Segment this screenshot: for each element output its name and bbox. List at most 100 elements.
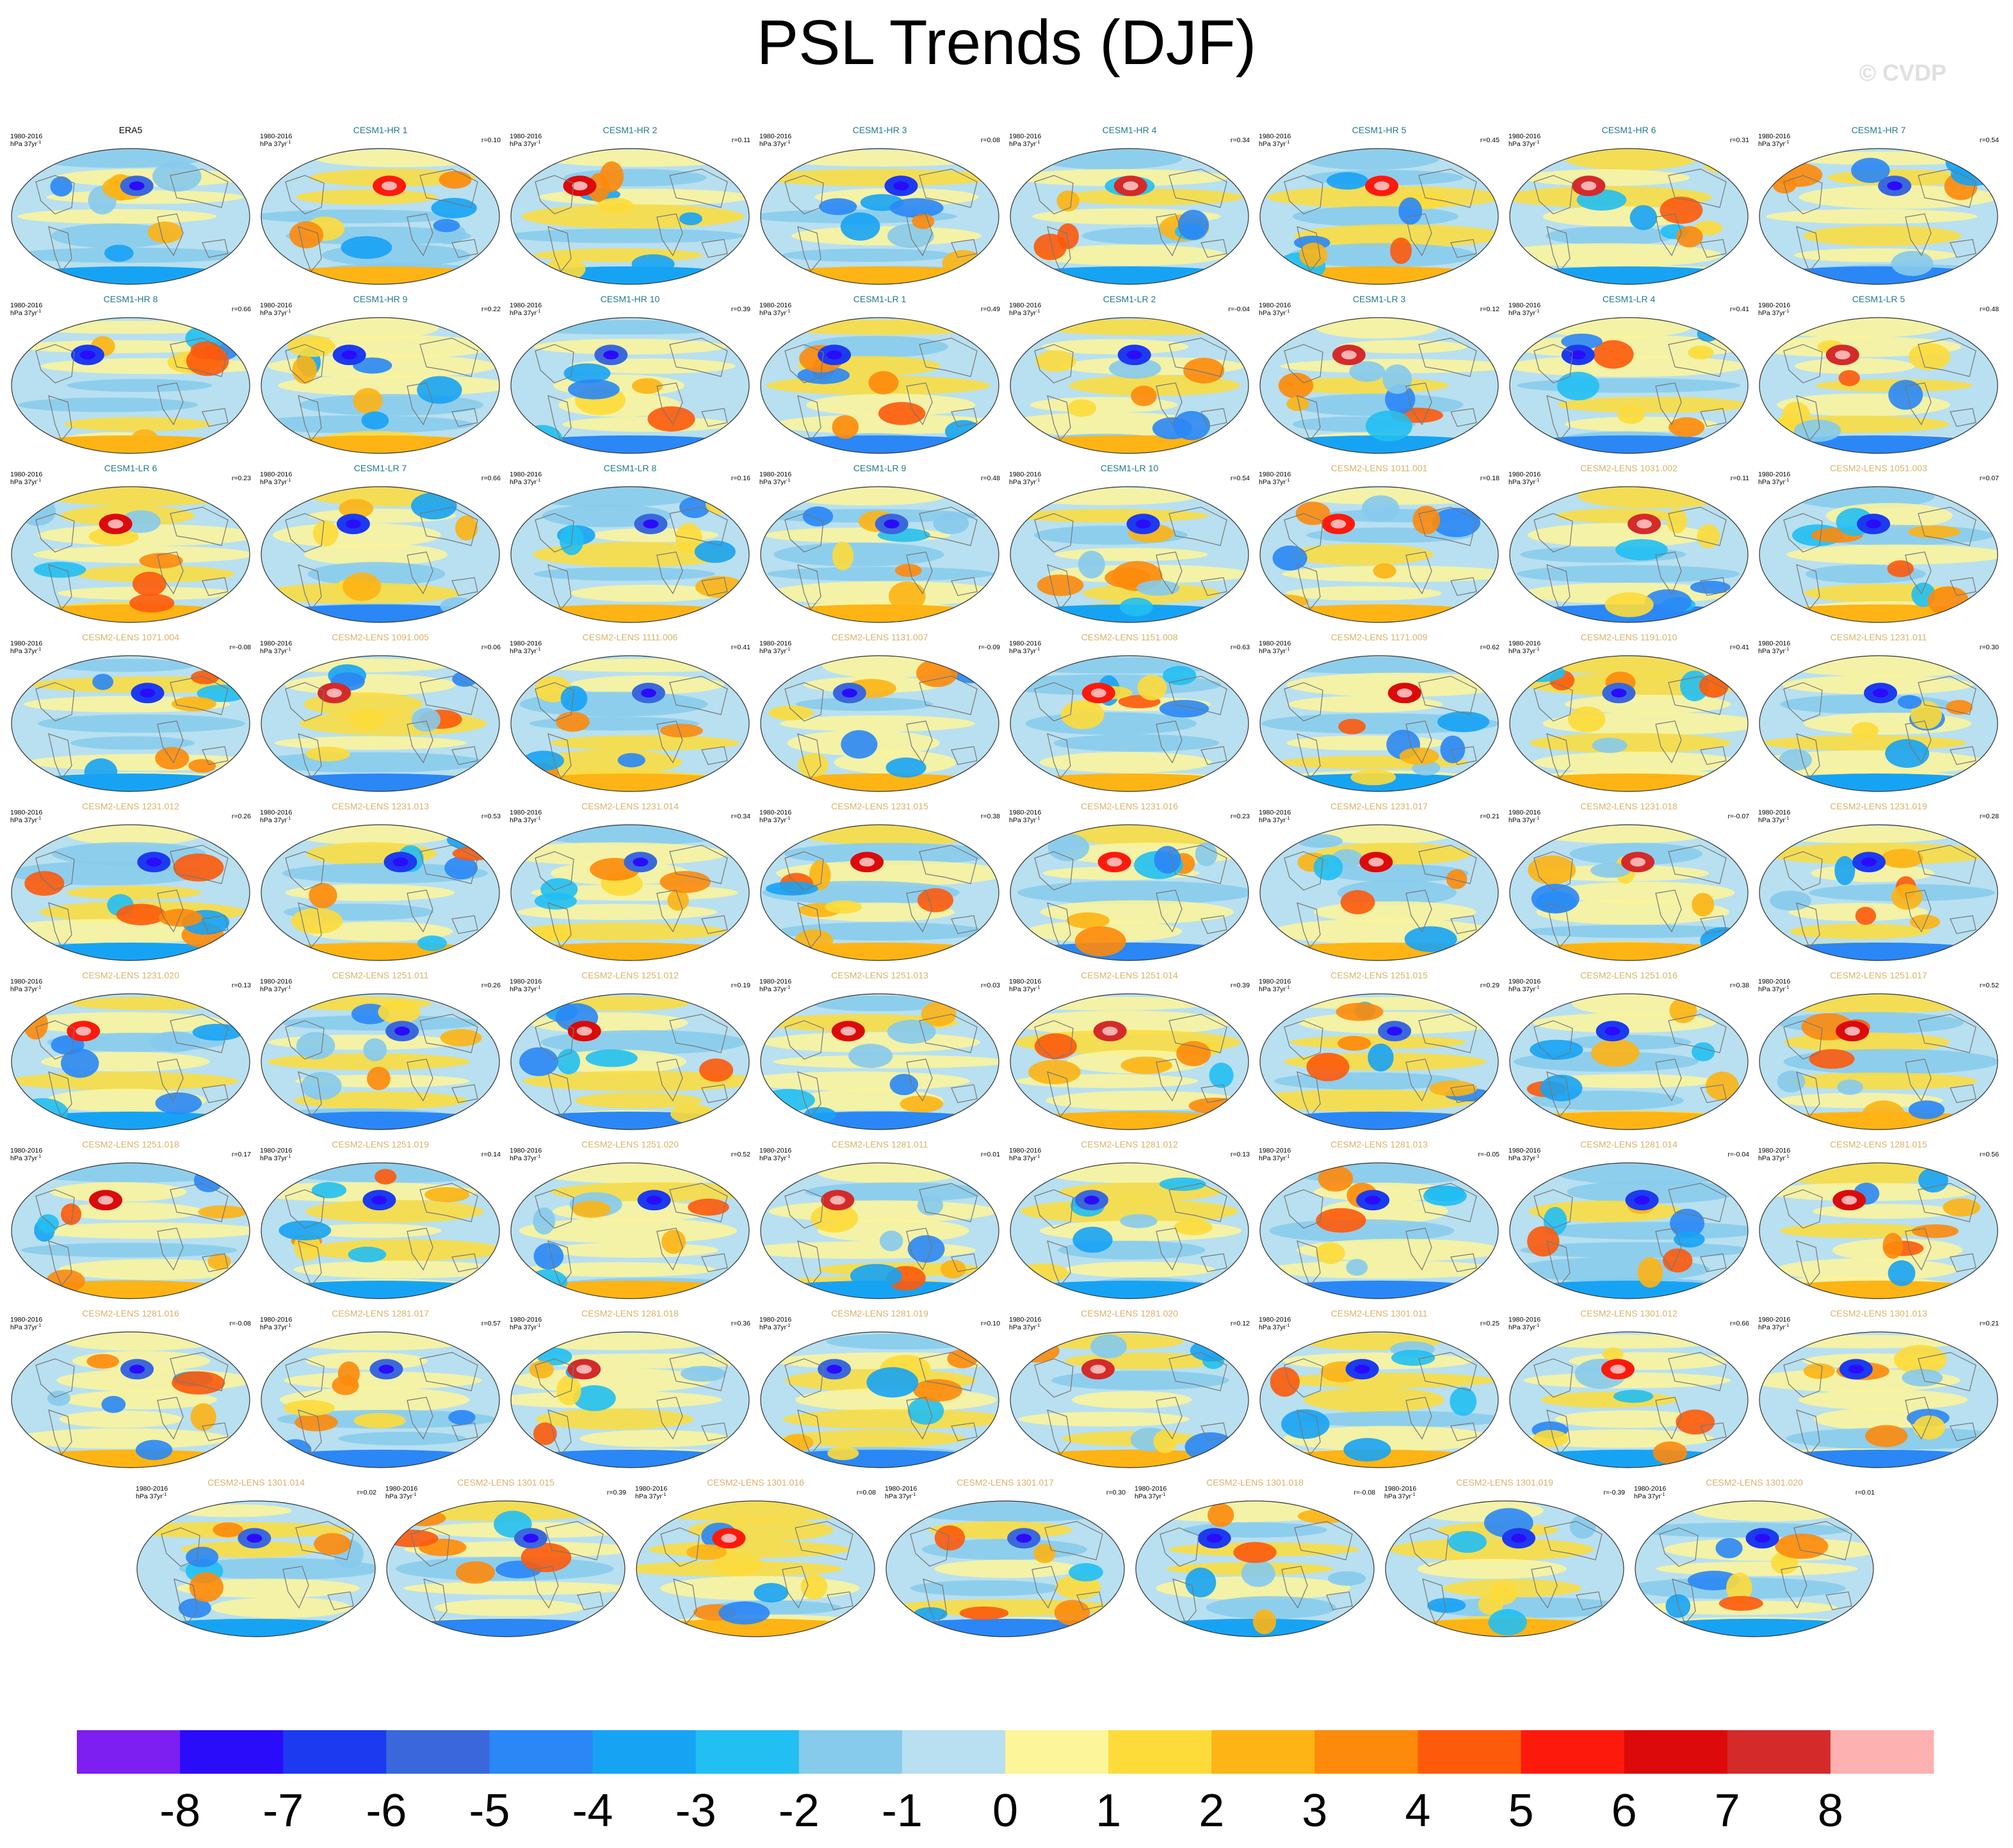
coastlines bbox=[1284, 337, 1477, 442]
trend-band bbox=[1541, 318, 1691, 339]
trend-blob bbox=[378, 1000, 421, 1024]
trend-band bbox=[1314, 318, 1439, 339]
trend-core bbox=[827, 1365, 843, 1374]
continent-outline bbox=[1047, 1071, 1071, 1118]
panel-units: hPa 37yr-1 bbox=[759, 647, 790, 655]
colorbar-tick-label: 7 bbox=[1715, 1785, 1740, 1836]
trend-blob bbox=[1069, 1563, 1103, 1582]
map-field bbox=[12, 994, 250, 1130]
trend-band bbox=[903, 1501, 1123, 1522]
panel-correlation: r=0.62 bbox=[1480, 644, 1500, 651]
coastlines bbox=[1034, 1352, 1227, 1456]
continent-outline bbox=[1668, 337, 1727, 377]
trend-blob bbox=[556, 1375, 581, 1406]
panel-units: hPa 37yr-1 bbox=[1384, 1493, 1415, 1500]
coastlines bbox=[285, 1014, 478, 1118]
coastlines bbox=[35, 1352, 229, 1456]
map-field bbox=[1010, 825, 1249, 960]
trend-blob bbox=[444, 856, 478, 880]
trend-blob bbox=[597, 197, 634, 214]
trend-blob bbox=[131, 429, 159, 450]
panel-correlation: r=0.12 bbox=[1480, 305, 1500, 313]
panel-units: hPa 37yr-1 bbox=[1508, 985, 1539, 993]
southern-band bbox=[12, 1281, 250, 1299]
trend-blob bbox=[84, 758, 118, 786]
trend-blob bbox=[921, 1001, 957, 1026]
trend-band bbox=[1784, 151, 1993, 165]
continent-outline bbox=[202, 1422, 229, 1441]
trend-blob bbox=[1446, 869, 1467, 889]
trend-blob bbox=[933, 512, 969, 535]
panel-title: CESM2-LENS 1171.009 bbox=[1331, 632, 1428, 642]
trend-blob bbox=[1644, 589, 1692, 615]
trend-blob bbox=[1775, 1534, 1829, 1559]
map-field bbox=[511, 656, 749, 791]
trend-band bbox=[12, 919, 222, 944]
trend-blob bbox=[1313, 854, 1343, 880]
southern-band bbox=[1510, 774, 1748, 791]
trend-blob bbox=[1450, 1387, 1477, 1416]
trend-blob bbox=[452, 671, 478, 687]
panel-period: 1980-2016 bbox=[1508, 978, 1540, 985]
trend-blob bbox=[1885, 739, 1930, 768]
map-border bbox=[760, 1162, 999, 1299]
continent-outline bbox=[1281, 1566, 1308, 1609]
panel-units: hPa 37yr-1 bbox=[1758, 309, 1789, 317]
panel-correlation: r=0.11 bbox=[732, 136, 750, 144]
southern-band bbox=[1260, 943, 1498, 960]
continent-outline bbox=[157, 551, 184, 595]
colorbar-tick-label: 6 bbox=[1612, 1785, 1637, 1836]
trend-blob bbox=[1908, 343, 1951, 371]
coastlines bbox=[285, 168, 478, 273]
continent-outline bbox=[285, 1189, 325, 1229]
panel-correlation: r=0.41 bbox=[1730, 305, 1749, 313]
trend-core bbox=[830, 1196, 846, 1205]
trend-blob bbox=[647, 406, 695, 432]
map-border bbox=[11, 655, 250, 792]
map-field bbox=[761, 1332, 999, 1468]
trend-blob bbox=[353, 387, 383, 414]
southern-band bbox=[1510, 435, 1748, 453]
trend-blob bbox=[1183, 357, 1225, 384]
panel-period: 1980-2016 bbox=[260, 809, 292, 816]
trend-band bbox=[293, 1260, 499, 1279]
coastlines bbox=[1160, 1521, 1353, 1625]
trend-core bbox=[640, 688, 656, 698]
trend-blob bbox=[1703, 153, 1735, 173]
trend-blob bbox=[1399, 747, 1439, 765]
colorbar-tick-label: 3 bbox=[1302, 1785, 1327, 1836]
coastlines bbox=[285, 507, 478, 611]
trend-blob bbox=[848, 1044, 893, 1068]
trend-blob bbox=[366, 1066, 391, 1090]
trend-core bbox=[1866, 519, 1882, 529]
continent-outline bbox=[1034, 1189, 1074, 1229]
trend-blob bbox=[139, 553, 183, 569]
map-field bbox=[1759, 318, 1998, 453]
panel-units: hPa 37yr-1 bbox=[1009, 1324, 1040, 1331]
continent-outline bbox=[1918, 676, 1977, 715]
panel-title: CESM1-LR 3 bbox=[1353, 294, 1406, 304]
panel-correlation: r=0.48 bbox=[981, 474, 1000, 482]
panel-period: 1980-2016 bbox=[510, 640, 542, 647]
panel-correlation: r=0.14 bbox=[481, 1151, 501, 1158]
panel-period: 1980-2016 bbox=[1508, 809, 1540, 816]
trend-band bbox=[1799, 1390, 1968, 1410]
southern-band bbox=[1260, 604, 1498, 622]
continent-outline bbox=[35, 682, 75, 722]
trend-blob bbox=[33, 562, 86, 578]
trend-band bbox=[1536, 899, 1729, 925]
map-border bbox=[1135, 1500, 1375, 1637]
panel-correlation: r=0.39 bbox=[1231, 982, 1250, 989]
map-border bbox=[1259, 1331, 1499, 1468]
continent-outline bbox=[1405, 1397, 1432, 1440]
trend-band bbox=[309, 487, 492, 507]
trend-band bbox=[296, 189, 437, 205]
continent-outline bbox=[419, 337, 478, 377]
panel-correlation: r=-0.08 bbox=[1354, 1489, 1375, 1496]
panel-title: CESM2-LENS 1301.020 bbox=[1706, 1477, 1803, 1487]
